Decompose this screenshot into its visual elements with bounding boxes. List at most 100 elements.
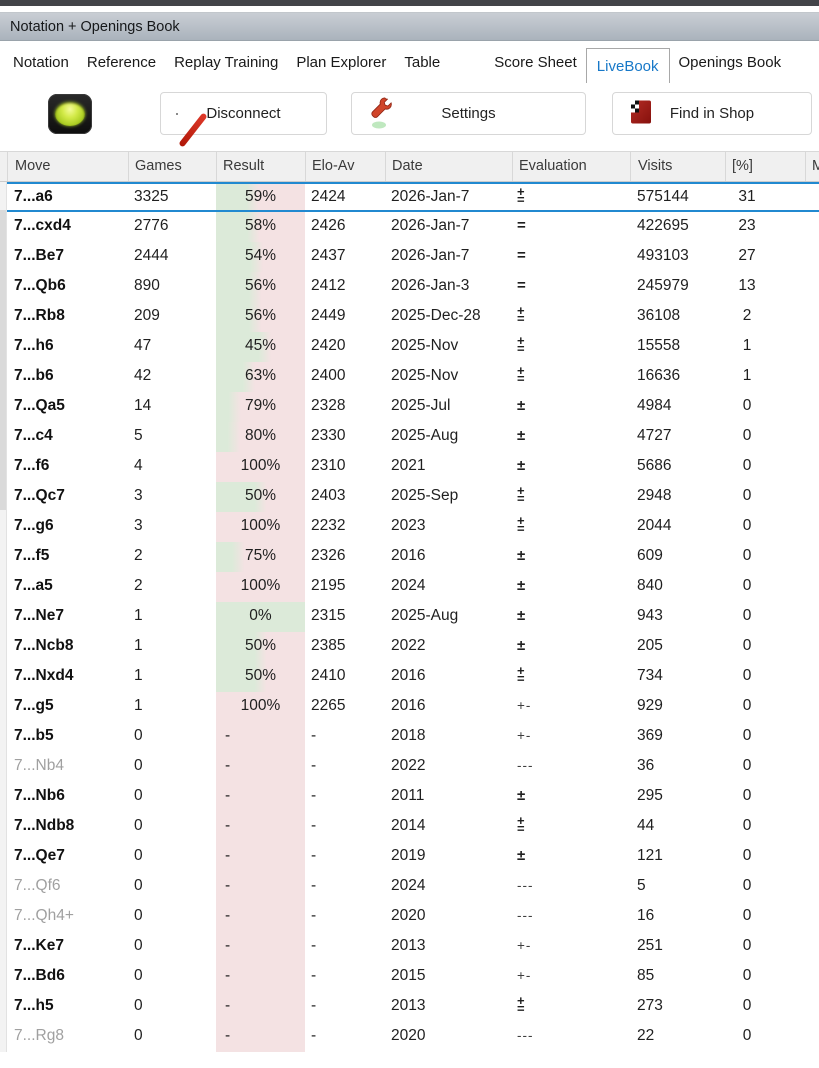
cell-result: - bbox=[216, 752, 305, 782]
table-row[interactable]: 7...Nb6 0 - - 2011 ±295 0 bbox=[7, 782, 819, 812]
table-row[interactable]: 7...f6 4 100% 2310 2021 ±5686 0 bbox=[7, 452, 819, 482]
cell-date: 2026-Jan-7 bbox=[391, 188, 470, 205]
cell-m bbox=[805, 572, 819, 602]
table-row[interactable]: 7...Qf6 0 - - 2024 --- 5 0 bbox=[7, 872, 819, 902]
tab-notation[interactable]: Notation bbox=[13, 53, 69, 71]
column-header-result[interactable]: Result bbox=[216, 152, 305, 181]
table-row[interactable]: 7...Rb8 209 56% 2449 2025-Dec-28 + = 36108 2 bbox=[7, 302, 819, 332]
table-row[interactable]: 7...b5 0 - - 2018 +- 369 0 bbox=[7, 722, 819, 752]
table-row[interactable]: 7...Rg8 0 - - 2020 --- 22 0 bbox=[7, 1022, 819, 1052]
cell-eval: ± bbox=[517, 547, 526, 564]
cell-visits: 251 bbox=[637, 937, 663, 954]
cell-move: 7...Qa5 bbox=[14, 397, 65, 414]
tab-table[interactable]: Table bbox=[404, 53, 441, 71]
column-header-move[interactable]: Move bbox=[7, 152, 128, 181]
tab-replay-training[interactable]: Replay Training bbox=[174, 53, 279, 71]
tab-score-sheet[interactable]: Score Sheet bbox=[494, 53, 577, 71]
table-row[interactable]: 7...Nb4 0 - - 2022 --- 36 0 bbox=[7, 752, 819, 782]
table-row[interactable]: 7...Qa5 14 79% 2328 2025-Jul ±4984 0 bbox=[7, 392, 819, 422]
table-row[interactable]: 7...Bd6 0 - - 2015 +- 85 0 bbox=[7, 962, 819, 992]
cell-result: 50% bbox=[216, 632, 305, 662]
column-header-m[interactable]: M bbox=[805, 152, 819, 181]
cell-pct: 0 bbox=[742, 517, 752, 534]
table-row[interactable]: 7...Nxd4 1 50% 2410 2016 + = 734 0 bbox=[7, 662, 819, 692]
status-light-icon bbox=[55, 102, 85, 126]
cell-pct: 0 bbox=[742, 847, 752, 864]
cell-date: 2025-Aug bbox=[391, 427, 459, 444]
table-row[interactable]: 7...Qc7 3 50% 2403 2025-Sep + = 2948 0 bbox=[7, 482, 819, 512]
cell-eval: + = bbox=[512, 662, 630, 692]
cell-games: 0 bbox=[134, 727, 143, 744]
table-row[interactable]: 7...a6 3325 59% 2424 2026-Jan-7 + = 575144 31 bbox=[7, 182, 819, 212]
cell-m bbox=[805, 932, 819, 962]
vertical-scrollbar[interactable] bbox=[0, 182, 7, 1052]
table-row[interactable]: 7...h5 0 - - 2013 + = 273 0 bbox=[7, 992, 819, 1022]
cell-move: 7...Nb4 bbox=[14, 757, 64, 774]
cell-pct: 31 bbox=[738, 188, 756, 205]
cell-games: 0 bbox=[134, 847, 143, 864]
cell-visits: 245979 bbox=[637, 277, 689, 294]
tab-plan-explorer[interactable]: Plan Explorer bbox=[296, 53, 387, 71]
cell-games: 2 bbox=[134, 577, 143, 594]
scrollbar-thumb[interactable] bbox=[0, 210, 6, 510]
livebook-table: Move Games Result Elo-Av Date Evaluation… bbox=[0, 151, 819, 1052]
cell-games: 0 bbox=[134, 817, 143, 834]
table-row[interactable]: 7...c4 5 80% 2330 2025-Aug ±4727 0 bbox=[7, 422, 819, 452]
table-row[interactable]: 7...Qb6 890 56% 2412 2026-Jan-3 = 245979 13 bbox=[7, 272, 819, 302]
cell-games: 4 bbox=[134, 457, 143, 474]
column-header-games[interactable]: Games bbox=[128, 152, 216, 181]
cell-elo: 2400 bbox=[311, 367, 346, 384]
table-row[interactable]: 7...Ne7 1 0% 2315 2025-Aug ±943 0 bbox=[7, 602, 819, 632]
table-row[interactable]: 7...g5 1 100% 2265 2016 +- 929 0 bbox=[7, 692, 819, 722]
cell-visits: 929 bbox=[637, 697, 663, 714]
table-row[interactable]: 7...a5 2 100% 2195 2024 ±840 0 bbox=[7, 572, 819, 602]
cell-visits: 5 bbox=[637, 877, 646, 894]
cell-visits: 44 bbox=[637, 817, 655, 834]
column-header-evaluation[interactable]: Evaluation bbox=[512, 152, 630, 181]
tab-livebook[interactable]: LiveBook bbox=[585, 48, 670, 83]
cell-m bbox=[805, 332, 819, 362]
cell-date: 2022 bbox=[391, 757, 426, 774]
table-row[interactable]: 7...Ndb8 0 - - 2014 + = 44 0 bbox=[7, 812, 819, 842]
cell-move: 7...a6 bbox=[14, 188, 53, 205]
cell-elo: 2412 bbox=[311, 277, 346, 294]
table-row[interactable]: 7...Qe7 0 - - 2019 ±121 0 bbox=[7, 842, 819, 872]
cell-date: 2021 bbox=[391, 457, 426, 474]
table-row[interactable]: 7...g6 3 100% 2232 2023 + = 2044 0 bbox=[7, 512, 819, 542]
column-header-elo-av[interactable]: Elo-Av bbox=[305, 152, 385, 181]
table-row[interactable]: 7...f5 2 75% 2326 2016 ±609 0 bbox=[7, 542, 819, 572]
cell-result: 75% bbox=[216, 542, 305, 572]
cell-games: 2444 bbox=[134, 247, 169, 264]
table-row[interactable]: 7...Be7 2444 54% 2437 2026-Jan-7 = 493103 27 bbox=[7, 242, 819, 272]
column-header-date[interactable]: Date bbox=[385, 152, 512, 181]
table-row[interactable]: 7...Ke7 0 - - 2013 +- 251 0 bbox=[7, 932, 819, 962]
eval-plus-over-equals-symbol: + = bbox=[517, 813, 525, 836]
tab-openings-book[interactable]: Openings Book bbox=[678, 53, 782, 71]
disconnect-button[interactable]: Disconnect bbox=[160, 92, 327, 135]
cell-result: 50% bbox=[216, 482, 305, 512]
cell-eval: --- bbox=[517, 878, 534, 893]
table-row[interactable]: 7...h6 47 45% 2420 2025-Nov + = 15558 1 bbox=[7, 332, 819, 362]
cell-m bbox=[805, 542, 819, 572]
cell-pct: 13 bbox=[738, 277, 756, 294]
cell-date: 2025-Nov bbox=[391, 367, 459, 384]
find-in-shop-button[interactable]: Find in Shop bbox=[612, 92, 812, 135]
cell-eval: + = bbox=[512, 184, 630, 210]
table-row[interactable]: 7...cxd4 2776 58% 2426 2026-Jan-7 = 422695 23 bbox=[7, 212, 819, 242]
cell-eval: = bbox=[517, 217, 526, 234]
tab-reference[interactable]: Reference bbox=[86, 53, 157, 71]
cell-date: 2015 bbox=[391, 967, 426, 984]
table-row[interactable]: 7...Qh4+ 0 - - 2020 --- 16 0 bbox=[7, 902, 819, 932]
cell-games: 2776 bbox=[134, 217, 169, 234]
column-header-visits[interactable]: Visits bbox=[630, 152, 725, 181]
table-row[interactable]: 7...b6 42 63% 2400 2025-Nov + = 16636 1 bbox=[7, 362, 819, 392]
connection-status-light-button[interactable] bbox=[48, 94, 92, 134]
settings-button[interactable]: Settings bbox=[351, 92, 586, 135]
cell-elo: 2195 bbox=[311, 577, 346, 594]
cell-games: 0 bbox=[134, 877, 143, 894]
cell-move: 7...c4 bbox=[14, 427, 53, 444]
cell-eval: + = bbox=[512, 332, 630, 362]
column-header-pct[interactable]: [%] bbox=[725, 152, 805, 181]
table-row[interactable]: 7...Ncb8 1 50% 2385 2022 ±205 0 bbox=[7, 632, 819, 662]
cell-result: 79% bbox=[216, 392, 305, 422]
